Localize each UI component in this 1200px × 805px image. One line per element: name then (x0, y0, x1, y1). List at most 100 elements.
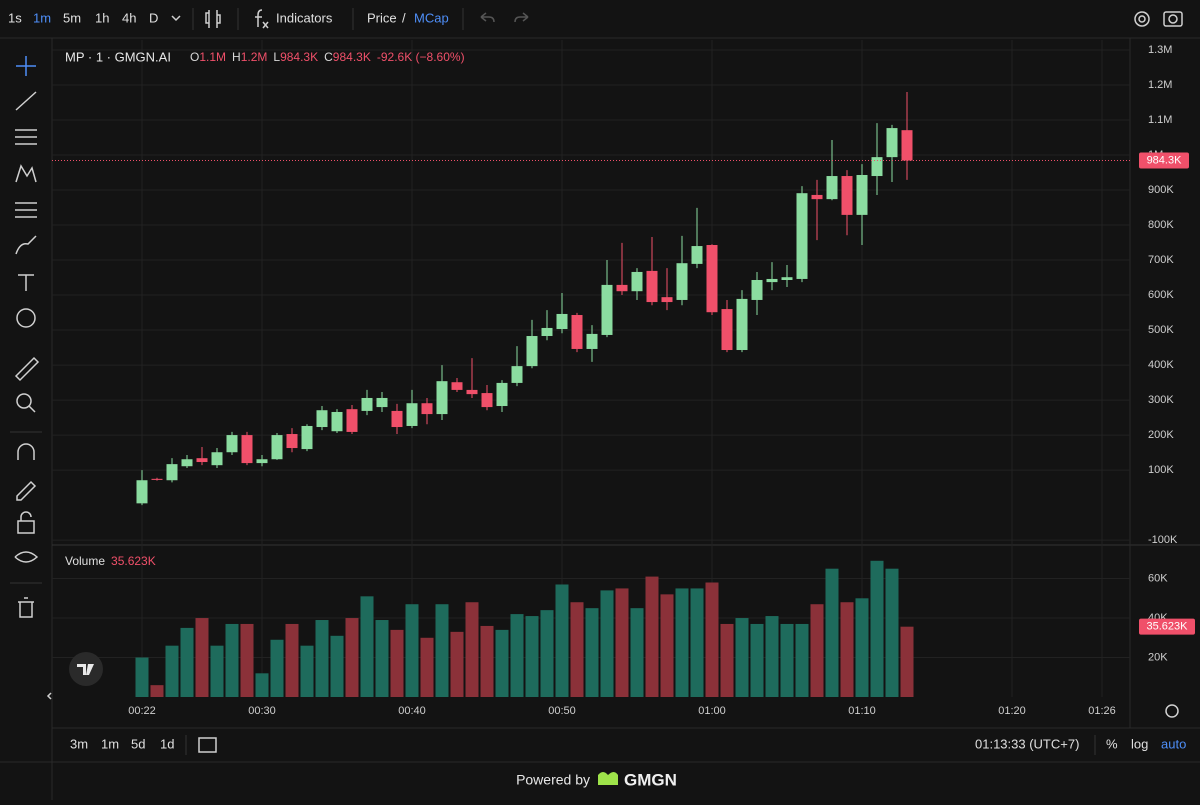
magnet-tool[interactable] (17, 443, 35, 460)
range-button[interactable]: 1m (101, 736, 119, 751)
candle-type-icon[interactable] (205, 10, 221, 28)
last-price-marker (1139, 152, 1189, 169)
axis-settings[interactable] (1165, 704, 1179, 718)
volume-bar (270, 639, 284, 697)
x-tick-label: 00:22 (128, 705, 156, 717)
candle-body (571, 315, 583, 349)
text-tool[interactable] (18, 274, 34, 291)
range-button[interactable]: 1d (160, 736, 174, 751)
high-value: 1.2M (241, 50, 268, 64)
interval[interactable]: 1h (95, 10, 109, 25)
candle-body (541, 327, 553, 337)
auto-toggle[interactable]: auto (1161, 736, 1186, 751)
volume-bar (360, 596, 374, 697)
crosshair-tool[interactable] (16, 56, 36, 76)
volume-bar (450, 631, 464, 697)
candle-body (781, 277, 793, 281)
dropdown-icon[interactable] (171, 15, 181, 22)
emoji-tool[interactable] (16, 308, 36, 328)
candle-body (241, 435, 253, 464)
candle-body (841, 176, 853, 215)
screenshot-icon[interactable] (1163, 11, 1183, 27)
tv-logo-mark (77, 664, 94, 675)
redo-icon[interactable] (514, 12, 529, 23)
candle-body (856, 174, 868, 215)
volume-bar (810, 604, 824, 697)
lock-tool[interactable] (17, 520, 35, 534)
volume-bar (900, 626, 914, 697)
y-tick-label: 900K (1148, 184, 1174, 196)
volume-bar (345, 618, 359, 697)
candle-body (586, 333, 598, 349)
close-value: 984.3K (333, 50, 371, 64)
interval[interactable]: D (149, 10, 158, 25)
interval[interactable]: 5m (63, 10, 81, 25)
visibility-tool[interactable] (14, 551, 39, 563)
range-button[interactable]: 3m (70, 736, 88, 751)
volume-bar (300, 645, 314, 697)
indicators-button[interactable]: Indicators (276, 10, 333, 25)
volume-bar (135, 657, 149, 697)
volume-bar (825, 568, 839, 697)
candle-body (631, 271, 643, 292)
indicators-icon[interactable] (255, 9, 269, 29)
y-tick-label: 200K (1148, 429, 1174, 441)
candle-body (451, 382, 463, 390)
candle-body (751, 280, 763, 300)
ruler-tool[interactable] (14, 356, 40, 382)
candle-body (301, 425, 313, 450)
collapse-arrow[interactable] (46, 692, 52, 700)
interval[interactable]: 1m (33, 10, 51, 25)
x-tick-label: 01:20 (998, 705, 1026, 717)
y-tick-label: 700K (1148, 254, 1174, 266)
candle-body (481, 393, 493, 408)
candle-body (466, 389, 478, 395)
undo-icon[interactable] (480, 12, 495, 23)
candle-body (661, 297, 673, 303)
candle-body (826, 176, 838, 200)
low-key: L (273, 50, 280, 64)
candle-body (706, 244, 718, 313)
candle-body (811, 194, 823, 200)
brush-tool[interactable] (15, 235, 37, 255)
candle-body (166, 464, 178, 481)
range-button[interactable]: 5d (131, 736, 145, 751)
brand: GMGN (624, 770, 677, 789)
volume-bar (750, 623, 764, 697)
candle-body (331, 411, 343, 432)
candle-body (196, 458, 208, 463)
top-toolbar: 1s 1m 5m 1h 4h D Indicators Price / MCap (8, 8, 1183, 30)
volume-bar (780, 623, 794, 697)
y-tick-label: 600K (1148, 289, 1174, 301)
mcap-toggle[interactable]: MCap (414, 10, 449, 25)
volume-bar (330, 635, 344, 697)
volume-bar (645, 576, 659, 697)
percent-toggle[interactable]: % (1106, 736, 1118, 751)
volume-tick-label: 60K (1148, 572, 1168, 584)
volume-bar (675, 588, 689, 697)
price-toggle[interactable]: Price (367, 10, 397, 25)
volume-name: Volume (65, 554, 105, 568)
zoom-tool[interactable] (16, 393, 32, 409)
lock-tool-shackle (20, 511, 32, 521)
fib-tool[interactable] (15, 202, 37, 218)
lock-draw-tool[interactable] (16, 480, 37, 501)
date-range-icon[interactable] (198, 737, 217, 753)
y-tick-label: 500K (1148, 324, 1174, 336)
volume-bar (840, 602, 854, 697)
volume-bar (210, 645, 224, 697)
candle-body (151, 478, 163, 480)
interval[interactable]: 1s (8, 10, 22, 25)
x-tick-label: 00:30 (248, 705, 276, 717)
settings-icon[interactable] (1134, 11, 1150, 27)
volume-bar (495, 629, 509, 697)
candle-body (346, 409, 358, 432)
volume-bar (720, 623, 734, 697)
lines-tool[interactable] (15, 129, 37, 145)
y-tick-label: 400K (1148, 359, 1174, 371)
pattern-tool[interactable] (15, 164, 37, 183)
delete-tool[interactable] (18, 597, 34, 618)
trendline-tool[interactable] (15, 91, 37, 111)
log-toggle[interactable]: log (1131, 736, 1148, 751)
interval[interactable]: 4h (122, 10, 136, 25)
